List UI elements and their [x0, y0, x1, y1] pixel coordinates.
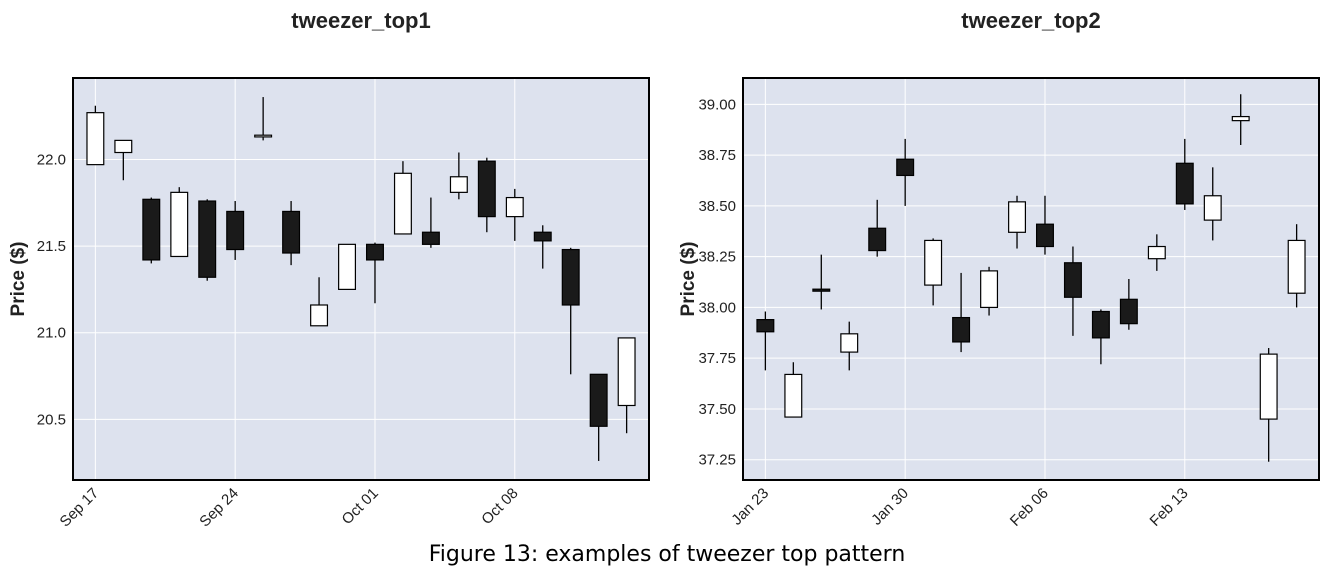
chart-tweezer-top2: tweezer_top2 37.25 37.50 37.75 38.00 38.25 38.…	[678, 8, 1320, 530]
x-tick-label: Oct 01	[339, 485, 382, 528]
y-tick-label: 21.0	[37, 325, 66, 342]
candle-body	[868, 227, 887, 252]
candle-body	[756, 319, 775, 333]
y-tick-label: 39.00	[698, 96, 736, 113]
candle-body	[421, 231, 440, 245]
chart-title: tweezer_top2	[961, 8, 1100, 33]
candle-body	[1203, 195, 1222, 221]
candle-body	[393, 172, 412, 235]
x-tick-label: Sep 24	[196, 485, 242, 531]
candle-body	[617, 337, 636, 407]
candle-body	[840, 333, 859, 353]
y-tick-label: 37.25	[698, 452, 736, 469]
candle-body	[226, 210, 245, 251]
figure: tweezer_top1 20.5 21.0 21.5 22.0 Sep 17 Sep 24…	[8, 8, 1320, 531]
chart-tweezer-top1: tweezer_top1 20.5 21.0 21.5 22.0 Sep 17 Sep 24…	[8, 8, 650, 531]
candle-body	[1147, 245, 1166, 260]
y-tick-label: 38.25	[698, 249, 736, 266]
candle-body	[784, 373, 803, 418]
y-axis-label: Price ($)	[8, 242, 29, 317]
y-tick-label: 37.75	[698, 350, 736, 367]
candle-body	[924, 239, 943, 286]
candle-body	[365, 243, 384, 261]
candle-body	[1035, 223, 1054, 248]
candle-body	[1091, 310, 1110, 339]
y-tick-label: 38.00	[698, 299, 736, 316]
candle-body	[338, 243, 357, 290]
candle-body	[952, 316, 971, 343]
candle-body	[449, 176, 468, 193]
plot-frame	[72, 77, 650, 481]
y-tick-label: 37.50	[698, 401, 736, 418]
y-tick-label: 38.75	[698, 147, 736, 164]
candle-body	[114, 139, 133, 154]
candle-body	[533, 231, 552, 242]
candle-body	[142, 198, 161, 261]
candle-body	[1259, 353, 1278, 420]
x-tick-label: Feb 06	[1007, 485, 1052, 530]
plot-area	[73, 78, 649, 480]
x-tick-label: Sep 17	[57, 485, 103, 531]
candle-body	[561, 248, 580, 306]
chart-title: tweezer_top1	[291, 8, 430, 33]
candle-body	[980, 270, 999, 309]
figure-caption: Figure 13: examples of tweezer top patte…	[428, 542, 906, 567]
y-tick-label: 38.50	[698, 198, 736, 215]
candle-body	[1175, 162, 1194, 205]
candle-body	[1008, 201, 1027, 233]
candle-body	[812, 288, 831, 292]
y-axis-label: Price ($)	[678, 242, 699, 317]
plot-area	[743, 78, 1319, 480]
y-tick-label: 21.5	[37, 238, 66, 255]
candle-body	[1063, 262, 1082, 298]
candle-body	[282, 210, 301, 254]
candle-body	[170, 191, 189, 258]
candle-body	[254, 134, 273, 138]
candle-body	[1287, 239, 1306, 294]
candle-body	[198, 200, 217, 278]
x-tick-label: Jan 30	[868, 485, 912, 529]
x-tick-label: Oct 08	[478, 485, 521, 528]
candle-body	[589, 373, 608, 427]
plot-frame	[742, 77, 1320, 481]
candle-body	[477, 160, 496, 218]
x-tick-label: Jan 23	[728, 485, 772, 529]
candle-body	[1119, 298, 1138, 325]
candle-body	[86, 112, 105, 166]
candle-body	[505, 196, 524, 218]
x-tick-label: Feb 13	[1147, 485, 1192, 530]
candle-body	[310, 304, 329, 327]
y-tick-label: 20.5	[37, 411, 66, 428]
candle-body	[896, 158, 915, 177]
candle-body	[1231, 115, 1250, 122]
y-tick-label: 22.0	[37, 151, 66, 168]
